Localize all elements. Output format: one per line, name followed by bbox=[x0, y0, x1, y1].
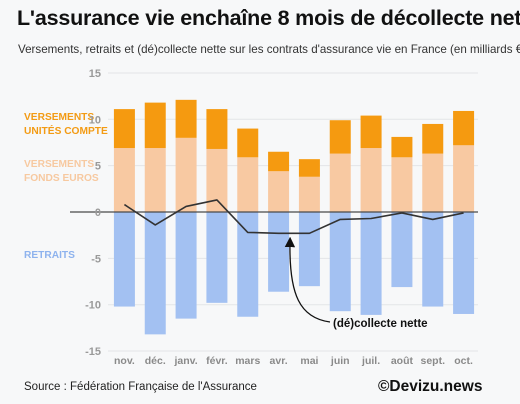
bar-versements-fonds-euros bbox=[268, 171, 290, 212]
bar-retraits bbox=[422, 212, 444, 307]
annotation-arrow bbox=[284, 236, 331, 323]
bar-retraits bbox=[237, 212, 259, 317]
x-tick-label: sept. bbox=[420, 355, 445, 367]
bar-versements-unites-compte bbox=[453, 110, 475, 146]
x-tick-label: févr. bbox=[206, 355, 228, 367]
bar-retraits bbox=[206, 212, 228, 303]
bar-versements-unites-compte bbox=[113, 109, 135, 149]
x-tick-label: juil. bbox=[361, 355, 380, 367]
bar-versements-fonds-euros bbox=[144, 148, 166, 212]
y-tick-label: 0 bbox=[95, 207, 101, 219]
x-tick-label: juin bbox=[330, 355, 350, 367]
bar-versements-fonds-euros bbox=[453, 145, 475, 212]
bar-versements-fonds-euros bbox=[113, 148, 135, 212]
x-tick-label: mai bbox=[300, 355, 318, 367]
grid-layer bbox=[108, 72, 478, 352]
bar-retraits bbox=[113, 212, 135, 307]
bar-retraits bbox=[329, 212, 351, 312]
bar-versements-fonds-euros bbox=[237, 157, 259, 212]
bar-versements-fonds-euros bbox=[206, 148, 228, 212]
x-tick-label: oct. bbox=[454, 355, 473, 367]
bar-retraits bbox=[453, 212, 475, 314]
legend-retraits: RETRAITS bbox=[24, 250, 75, 261]
x-tick-label: mars bbox=[235, 355, 260, 367]
bar-retraits bbox=[391, 212, 413, 288]
legend-versements-uc: VERSEMENTS UNITÉS COMPTE bbox=[24, 111, 108, 139]
legend-fe-line1: VERSEMENTS bbox=[24, 159, 95, 170]
bar-versements-fonds-euros bbox=[422, 153, 444, 212]
x-tick-label: avr. bbox=[270, 355, 288, 367]
y-tick-label: 10 bbox=[89, 114, 101, 126]
bar-versements-unites-compte bbox=[144, 102, 166, 149]
legend-uc-line1: VERSEMENTS bbox=[24, 112, 95, 123]
bar-versements-fonds-euros bbox=[391, 157, 413, 212]
axis-layer: 15 10 5 0 -5 -10 -15 nov. déc. janv. févr. mars avr.… bbox=[85, 68, 473, 367]
chart-subtitle: Versements, retraits et (dé)collecte net… bbox=[18, 43, 520, 56]
bar-versements-unites-compte bbox=[206, 109, 228, 149]
bar-layer bbox=[113, 99, 475, 335]
bar-retraits bbox=[175, 212, 197, 319]
bar-versements-unites-compte bbox=[329, 120, 351, 154]
x-tick-label: déc. bbox=[145, 355, 166, 367]
bar-versements-unites-compte bbox=[360, 115, 382, 149]
source-note: Source : Fédération Française de l'Assur… bbox=[24, 381, 257, 393]
bar-retraits bbox=[268, 212, 290, 292]
credit-logo: ©Devizu.news bbox=[378, 378, 483, 395]
bar-versements-fonds-euros bbox=[298, 176, 320, 212]
bar-retraits bbox=[360, 212, 382, 315]
y-tick-label: 15 bbox=[89, 68, 101, 80]
bar-versements-unites-compte bbox=[298, 159, 320, 177]
y-tick-label: -5 bbox=[91, 253, 101, 265]
bar-retraits bbox=[144, 212, 166, 335]
bar-versements-fonds-euros bbox=[360, 148, 382, 212]
x-tick-label: août bbox=[391, 355, 414, 367]
annotation-label: (dé)collecte nette bbox=[333, 318, 428, 330]
legend-uc-line2: UNITÉS COMPTE bbox=[24, 126, 108, 137]
bar-versements-unites-compte bbox=[391, 136, 413, 158]
line-layer bbox=[123, 199, 464, 235]
chart-title: L'assurance vie enchaîne 8 mois de décol… bbox=[17, 6, 520, 30]
x-tick-label: janv. bbox=[174, 355, 198, 367]
bar-versements-unites-compte bbox=[175, 99, 197, 138]
bar-versements-unites-compte bbox=[237, 128, 259, 158]
bar-versements-unites-compte bbox=[422, 123, 444, 154]
x-tick-label: nov. bbox=[114, 355, 135, 367]
legend-fe-line2: FONDS EUROS bbox=[24, 173, 99, 184]
bar-versements-fonds-euros bbox=[175, 137, 197, 212]
y-tick-label: 5 bbox=[95, 161, 101, 173]
y-tick-label: -15 bbox=[85, 346, 101, 358]
bar-versements-fonds-euros bbox=[329, 153, 351, 212]
net-collecte-line bbox=[123, 199, 464, 235]
y-tick-label: -10 bbox=[85, 300, 101, 312]
legend-versements-fe: VERSEMENTS FONDS EUROS bbox=[24, 158, 99, 186]
bar-retraits bbox=[298, 212, 320, 287]
bar-versements-unites-compte bbox=[268, 151, 290, 172]
